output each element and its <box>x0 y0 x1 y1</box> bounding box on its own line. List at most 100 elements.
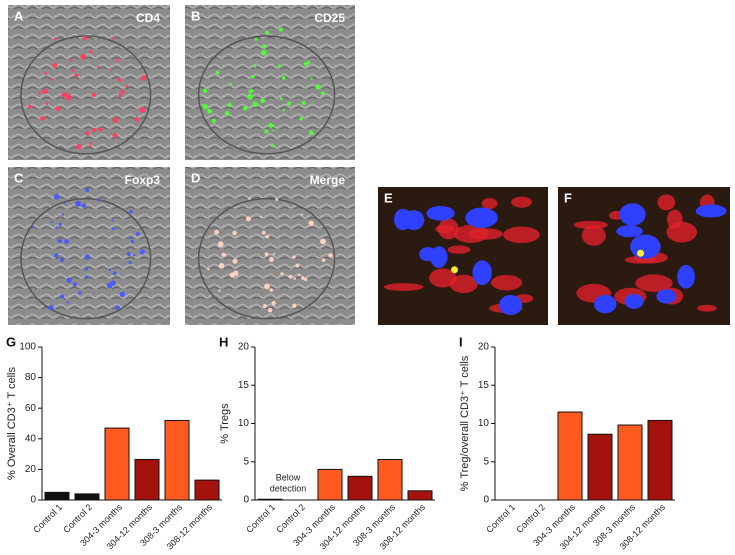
blue-nucleus <box>594 294 617 314</box>
red-stain <box>481 197 498 210</box>
annotation: Below <box>276 472 301 482</box>
stain-dot <box>119 291 126 298</box>
y-tick-label: 20 <box>25 464 37 475</box>
stain-dot <box>321 258 326 262</box>
red-stain <box>666 209 683 229</box>
stain-dot <box>75 200 81 207</box>
stain-dot <box>82 36 88 41</box>
stain-dot <box>98 127 103 132</box>
image-panel: B CD25 <box>185 5 355 160</box>
panel-label: I <box>459 334 463 349</box>
stain-dot <box>252 101 258 107</box>
stain-dot <box>28 104 33 109</box>
y-tick-label: 20 <box>478 342 490 353</box>
stain-dot <box>108 268 112 271</box>
yellow-spot <box>451 266 458 274</box>
stain-dot <box>259 215 262 218</box>
red-stain <box>503 226 540 244</box>
blue-nucleus <box>426 205 455 221</box>
stain-dot <box>135 232 140 236</box>
y-tick-label: 0 <box>30 495 36 506</box>
stain-dot <box>308 220 314 226</box>
stain-dot <box>111 227 115 231</box>
stain-dot <box>130 239 135 244</box>
blue-nucleus <box>630 234 661 259</box>
stain-dot <box>264 252 269 257</box>
red-stain <box>453 224 489 243</box>
red-stain <box>449 274 478 294</box>
stain-dot <box>120 89 125 95</box>
stain-dot <box>254 37 258 41</box>
micrograph <box>185 167 355 325</box>
stain-dot <box>272 129 275 132</box>
stain-dot <box>112 271 117 276</box>
red-stain <box>435 224 455 234</box>
image-panel: F <box>558 187 730 325</box>
tissue-outline <box>20 35 152 155</box>
stain-dot <box>42 88 48 95</box>
stain-dot <box>81 203 86 208</box>
stain-dot <box>278 64 282 68</box>
stain-dot <box>111 36 115 40</box>
stain-dot <box>139 249 145 255</box>
x-tick-label: Control 1 <box>244 502 277 535</box>
red-stain <box>697 304 717 312</box>
bar <box>257 498 283 501</box>
stain-dot <box>218 262 225 269</box>
stain-dot <box>273 252 276 255</box>
stain-dot <box>72 282 77 287</box>
panel-caption: CD25 <box>314 11 345 25</box>
panel-caption: CD4 <box>136 11 160 25</box>
blue-nucleus <box>624 293 644 309</box>
stain-dot <box>301 100 306 105</box>
stain-dot <box>78 291 82 295</box>
stain-dot <box>253 64 257 68</box>
tissue-outline <box>20 197 152 320</box>
stain-dot <box>80 53 87 60</box>
stain-dot <box>74 73 79 78</box>
panel-caption: Foxp3 <box>125 173 161 187</box>
stain-dot <box>224 111 230 116</box>
blue-nucleus <box>616 225 643 238</box>
red-stain <box>383 283 424 291</box>
stain-dot <box>287 101 292 106</box>
panel-label: B <box>191 8 200 23</box>
stain-dot <box>260 98 263 101</box>
stain-dot <box>76 144 82 150</box>
panel-label: A <box>14 8 24 23</box>
stain-dot <box>297 273 301 277</box>
stain-dot <box>111 219 114 222</box>
bar <box>104 427 130 501</box>
blue-nucleus <box>465 207 498 229</box>
stain-dot <box>310 77 313 80</box>
x-tick-label: Control 1 <box>484 502 517 535</box>
stain-dot <box>261 49 267 56</box>
stain-dot <box>299 116 304 121</box>
y-tick-label: 0 <box>483 495 489 506</box>
stain-dot <box>268 122 274 128</box>
stain-dot <box>278 27 284 32</box>
y-tick-label: 0 <box>243 495 249 506</box>
stain-dot <box>229 82 232 85</box>
stain-dot <box>202 104 209 110</box>
stain-dot <box>48 305 54 311</box>
stain-dot <box>85 131 90 136</box>
stain-dot <box>275 198 279 202</box>
stain-dot <box>89 142 92 145</box>
images: A CD4 B CD25 C Foxp3 D Merge E F <box>8 5 730 325</box>
red-stain <box>447 245 471 254</box>
stain-dot <box>115 59 119 63</box>
stain-dot <box>85 188 90 193</box>
y-tick-label: 15 <box>478 380 490 391</box>
stain-dot <box>84 267 89 271</box>
bar <box>134 458 160 501</box>
blue-nucleus <box>619 203 646 226</box>
stain-dot <box>251 75 255 79</box>
stain-dot <box>141 75 147 81</box>
stain-dot <box>91 92 96 97</box>
y-tick-label: 40 <box>25 433 37 444</box>
stain-dot <box>57 238 63 244</box>
red-stain <box>490 274 523 291</box>
stain-dot <box>133 253 136 257</box>
